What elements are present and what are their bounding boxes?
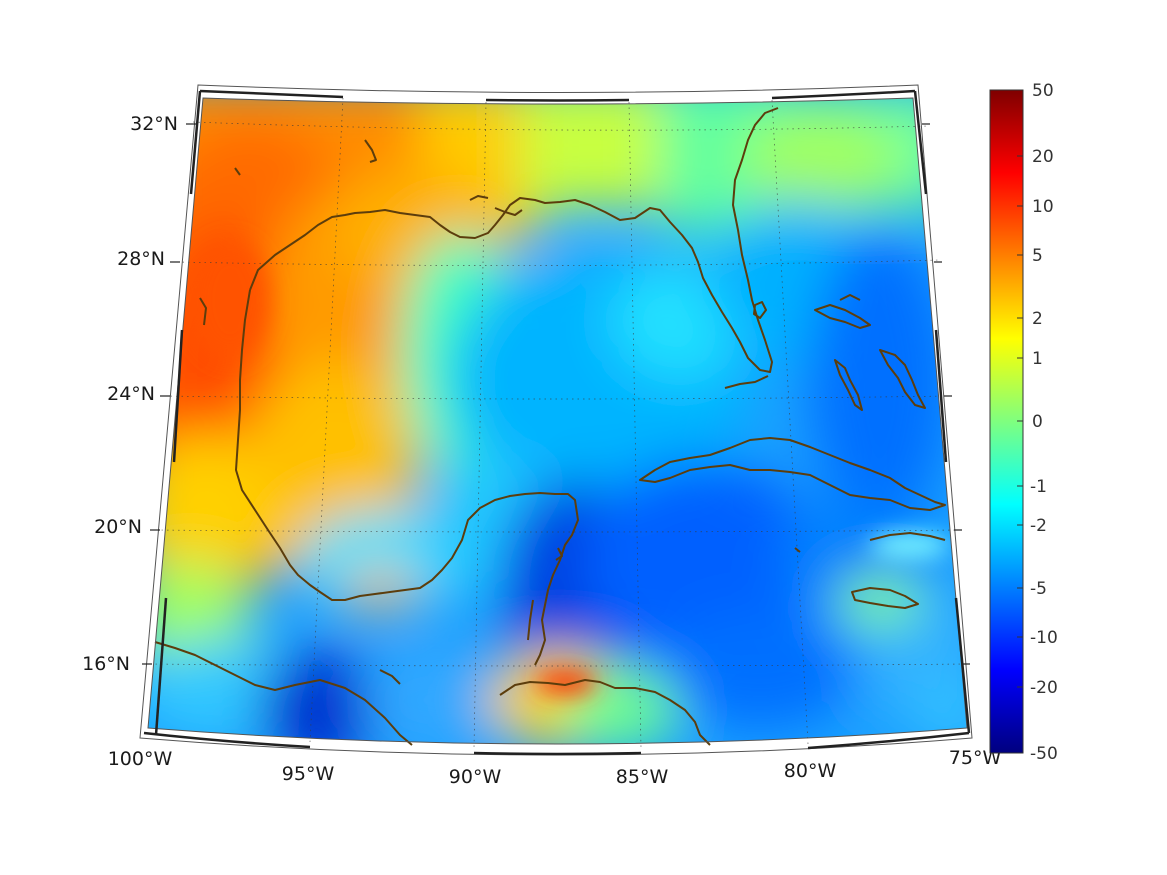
graticule [149, 97, 966, 749]
lon-label-75w: 75°W [949, 747, 1002, 769]
lat-label-28n: 28°N [117, 248, 165, 270]
longitude-labels: 100°W 95°W 90°W 85°W 80°W 75°W [108, 747, 1002, 788]
colorbar-tick-1: 1 [1032, 349, 1043, 369]
colorbar: 50 20 10 5 2 1 0 -1 -2 -5 -10 -20 -50 [989, 81, 1058, 764]
lon-label-95w: 95°W [282, 763, 335, 785]
lon-label-85w: 85°W [616, 766, 669, 788]
lon-label-80w: 80°W [784, 760, 837, 782]
lat-label-16n: 16°N [82, 653, 130, 675]
lat-label-32n: 32°N [130, 113, 178, 135]
colorbar-tick-5: 5 [1032, 246, 1043, 266]
colorbar-tick-50: 50 [1032, 81, 1054, 101]
colorbar-tick-2: 2 [1032, 309, 1043, 329]
colorbar-tick-minus10: -10 [1030, 628, 1058, 648]
map-frame [139, 84, 973, 756]
lon-label-90w: 90°W [449, 766, 502, 788]
coastlines [154, 107, 946, 746]
colorbar-tick-minus20: -20 [1030, 678, 1058, 698]
colorbar-tick-20: 20 [1032, 147, 1054, 167]
lat-label-20n: 20°N [94, 516, 142, 538]
colorbar-tick-minus2: -2 [1030, 516, 1047, 536]
colorbar-tick-minus5: -5 [1030, 579, 1047, 599]
colorbar-tick-minus50: -50 [1030, 744, 1058, 764]
lon-label-100w: 100°W [108, 748, 173, 770]
latitude-labels: 32°N 28°N 24°N 20°N 16°N [82, 113, 178, 675]
colorbar-tick-10: 10 [1032, 197, 1054, 217]
colorbar-tick-0: 0 [1032, 412, 1043, 432]
colorbar-tick-minus1: -1 [1030, 477, 1047, 497]
field-layer [148, 98, 967, 744]
lat-label-24n: 24°N [107, 383, 155, 405]
